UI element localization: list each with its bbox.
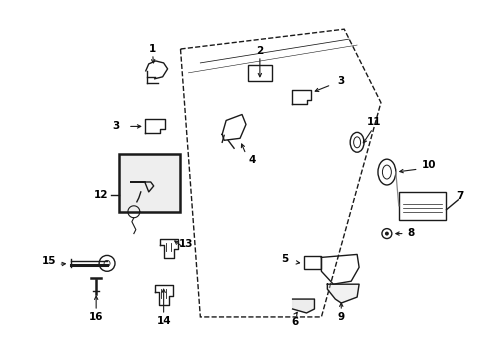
Text: 1: 1 (149, 44, 156, 54)
Text: 5: 5 (281, 255, 288, 264)
Text: 3: 3 (337, 76, 344, 86)
Ellipse shape (353, 137, 360, 148)
Text: 15: 15 (42, 256, 57, 266)
Ellipse shape (377, 159, 395, 185)
Bar (247, 65, 271, 81)
Text: 8: 8 (406, 228, 413, 238)
Polygon shape (326, 284, 358, 303)
Bar (303, 256, 321, 269)
Text: 16: 16 (89, 312, 103, 322)
Text: 12: 12 (94, 190, 108, 200)
Text: 10: 10 (421, 160, 435, 170)
Text: 14: 14 (156, 316, 171, 326)
Text: 7: 7 (456, 191, 463, 201)
Text: 11: 11 (366, 117, 381, 127)
Text: 13: 13 (179, 239, 193, 248)
Text: 9: 9 (337, 312, 344, 322)
Ellipse shape (382, 165, 390, 179)
Ellipse shape (349, 132, 364, 152)
Circle shape (384, 231, 388, 235)
Bar (119, 154, 180, 212)
Text: 3: 3 (112, 121, 120, 131)
Polygon shape (292, 299, 314, 313)
Bar (398, 192, 446, 220)
Text: 4: 4 (248, 155, 255, 165)
Text: 6: 6 (290, 317, 298, 327)
Text: 2: 2 (256, 46, 263, 56)
